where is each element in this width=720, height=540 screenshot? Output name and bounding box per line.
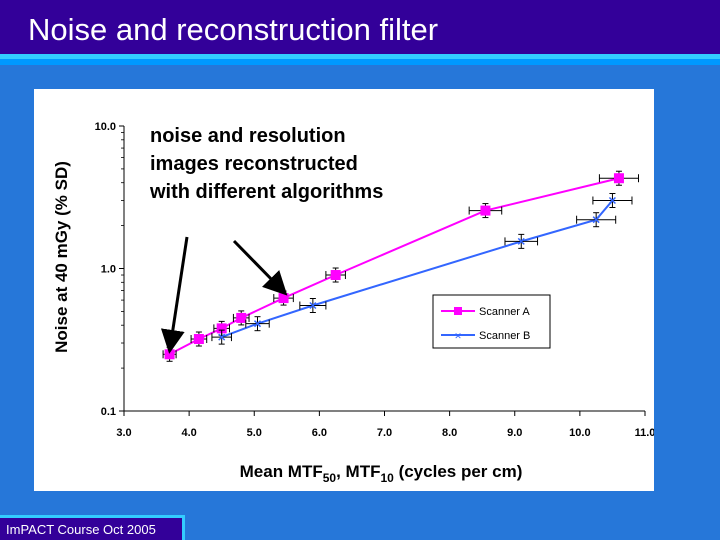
legend-marker-scanner-a xyxy=(454,307,462,315)
y-tick-label: 0.1 xyxy=(101,406,116,418)
chart-panel: 3.0 4.0 5.0 6.0 7.0 8.0 9.0 10.0 11.0 0.1 1.0 10.0 … xyxy=(34,89,654,491)
x-axis-label: Mean MTF50, MTF10 (cycles per cm) xyxy=(240,462,523,485)
data-point-scanner-a xyxy=(232,310,250,326)
annotation-line-2: images reconstructed xyxy=(150,153,358,175)
data-point-scanner-b xyxy=(504,233,539,249)
x-axis-label-sub2: 10 xyxy=(380,471,394,485)
chart-legend: Scanner A ✕ Scanner B xyxy=(432,294,551,349)
data-point-scanner-a xyxy=(190,331,208,347)
data-point-scanner-a xyxy=(273,290,294,306)
x-axis-label-sub1: 50 xyxy=(323,471,337,485)
marker-x xyxy=(218,333,226,341)
marker-x xyxy=(608,196,616,205)
legend-label-scanner-b: Scanner B xyxy=(479,330,530,342)
marker-x xyxy=(592,216,600,224)
x-tick-label: 5.0 xyxy=(247,427,262,439)
data-point-scanner-a xyxy=(598,170,639,186)
title-bar: Noise and reconstruction filter xyxy=(0,0,720,54)
footer-text: ImPACT Course Oct 2005 xyxy=(6,522,156,537)
x-tick-label: 6.0 xyxy=(312,427,327,439)
x-axis-label-main: Mean MTF xyxy=(240,462,323,481)
x-tick-label: 10.0 xyxy=(569,427,590,439)
data-point-scanner-b xyxy=(245,316,270,332)
marker-x xyxy=(253,320,262,328)
marker-square xyxy=(278,293,289,304)
data-point-scanner-b xyxy=(592,193,633,209)
annotation-arrow-left xyxy=(160,236,189,354)
legend-label-scanner-a: Scanner A xyxy=(479,306,530,318)
data-point-scanner-a xyxy=(162,346,177,362)
x-tick-label: 7.0 xyxy=(377,427,392,439)
x-tick-label: 3.0 xyxy=(116,427,131,439)
accent-stripe-secondary xyxy=(0,59,720,65)
marker-square xyxy=(330,270,341,281)
marker-square xyxy=(216,323,227,334)
annotation-line-3: with different algorithms xyxy=(149,181,383,203)
data-point-scanner-a xyxy=(468,203,503,219)
x-axis-label-mid: , MTF xyxy=(336,462,380,481)
marker-square xyxy=(236,312,247,323)
marker-x xyxy=(309,301,317,310)
data-point-scanner-a xyxy=(325,267,346,283)
noise-vs-mtf-chart: 3.0 4.0 5.0 6.0 7.0 8.0 9.0 10.0 11.00.11.010.0 … xyxy=(52,121,654,485)
annotation-arrow-right xyxy=(232,239,288,296)
y-axis-label: Noise at 40 mGy (% SD) xyxy=(52,161,71,353)
slide-title: Noise and reconstruction filter xyxy=(28,12,439,47)
y-tick-label: 1.0 xyxy=(101,264,116,276)
x-tick-label: 9.0 xyxy=(507,427,522,439)
marker-x xyxy=(517,237,525,245)
accent-stripe xyxy=(0,54,720,59)
series-line-scanner-a xyxy=(169,177,620,356)
marker-square xyxy=(193,334,204,345)
data-point-scanner-b xyxy=(576,212,617,228)
x-tick-label: 11.0 xyxy=(635,427,654,439)
y-tick-label: 10.0 xyxy=(95,121,116,133)
x-tick-label: 8.0 xyxy=(442,427,457,439)
annotation-line-1: noise and resolution xyxy=(150,125,346,147)
footer: ImPACT Course Oct 2005 xyxy=(0,515,185,540)
x-axis-label-tail: (cycles per cm) xyxy=(394,462,523,481)
data-point-scanner-b xyxy=(299,297,327,313)
legend-marker-scanner-b: ✕ xyxy=(454,332,462,342)
data-point-scanner-b xyxy=(211,329,232,345)
marker-square xyxy=(164,349,175,360)
marker-square xyxy=(613,173,624,184)
marker-square xyxy=(480,205,491,216)
series-line-scanner-b xyxy=(221,199,614,339)
x-tick-label: 4.0 xyxy=(181,427,196,439)
